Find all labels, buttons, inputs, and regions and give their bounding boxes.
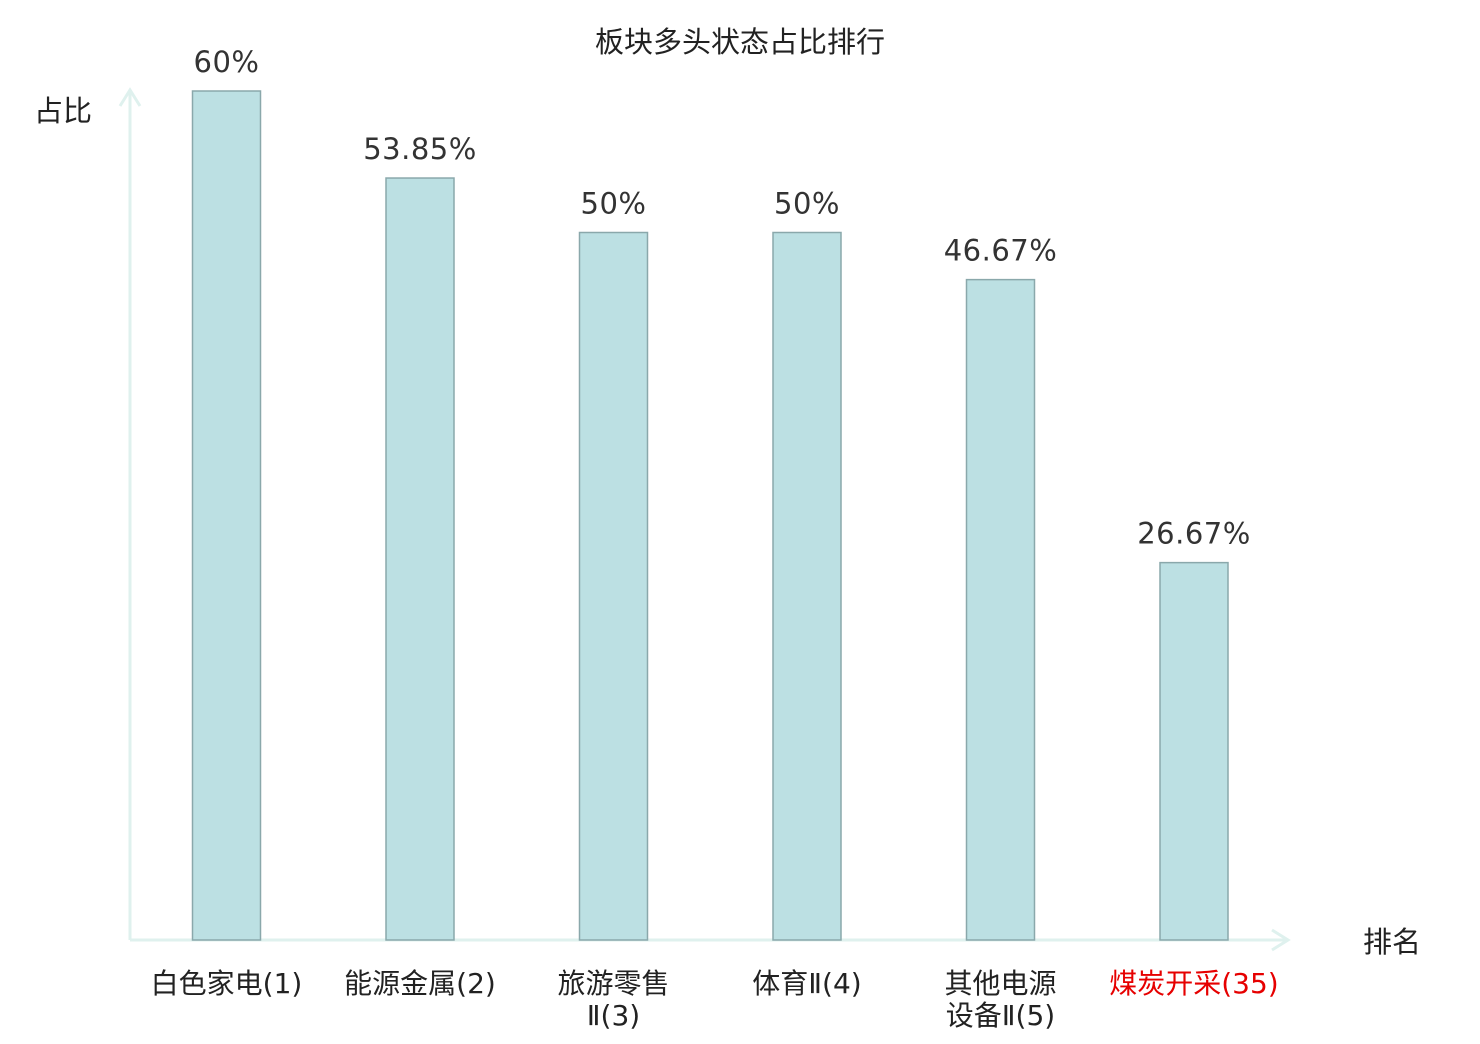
x-tick-label: 其他电源: [944, 967, 1056, 1000]
x-tick-label: 煤炭开采(35): [1109, 967, 1278, 1000]
bar: [385, 177, 455, 941]
bar-value-label: 50%: [581, 187, 647, 221]
bar-value-label: 26.67%: [1137, 517, 1251, 551]
bar-value-label: 60%: [194, 45, 260, 79]
x-tick-label: Ⅱ(3): [587, 999, 640, 1032]
bar: [1159, 561, 1229, 941]
bar: [191, 90, 262, 941]
x-tick-label: 白色家电(1): [151, 967, 303, 1000]
bar-value-label: 50%: [774, 187, 840, 221]
x-tick-label: 能源金属(2): [344, 967, 496, 1000]
axes: [118, 87, 1291, 952]
bar-value-label: 53.85%: [363, 132, 477, 166]
bars-group: [191, 90, 1229, 941]
x-axis-label: 排名: [1363, 925, 1421, 959]
x-tick-label: 旅游零售: [557, 967, 669, 1000]
y-axis-label: 占比: [34, 94, 92, 128]
x-axis-arrow: [1271, 928, 1291, 952]
y-axis-arrow: [118, 87, 142, 107]
bar: [965, 278, 1036, 941]
bar: [772, 231, 842, 941]
value-labels-group: 60% 53.85% 50% 50% 46.67% 26.67%: [194, 45, 1251, 551]
x-tick-label: 设备Ⅱ(5): [946, 999, 1055, 1032]
chart-title: 板块多头状态占比排行: [595, 25, 885, 59]
bar-value-label: 46.67%: [944, 234, 1058, 268]
x-tick-label: 体育Ⅱ(4): [752, 967, 861, 1000]
bar: [578, 231, 649, 941]
